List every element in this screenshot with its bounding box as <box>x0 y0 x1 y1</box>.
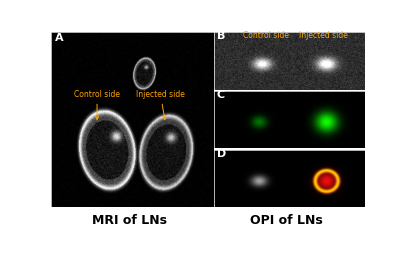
Text: A: A <box>55 33 63 43</box>
Text: MRI of LNs: MRI of LNs <box>92 214 166 227</box>
Text: Control side: Control side <box>74 90 120 120</box>
Text: C: C <box>217 90 225 100</box>
Text: D: D <box>217 149 226 159</box>
Text: Injected side: Injected side <box>136 90 185 120</box>
Text: Injected side: Injected side <box>299 31 347 40</box>
Text: B: B <box>217 31 225 41</box>
Text: Control side: Control side <box>243 31 289 40</box>
Text: OPI of LNs: OPI of LNs <box>249 214 322 227</box>
